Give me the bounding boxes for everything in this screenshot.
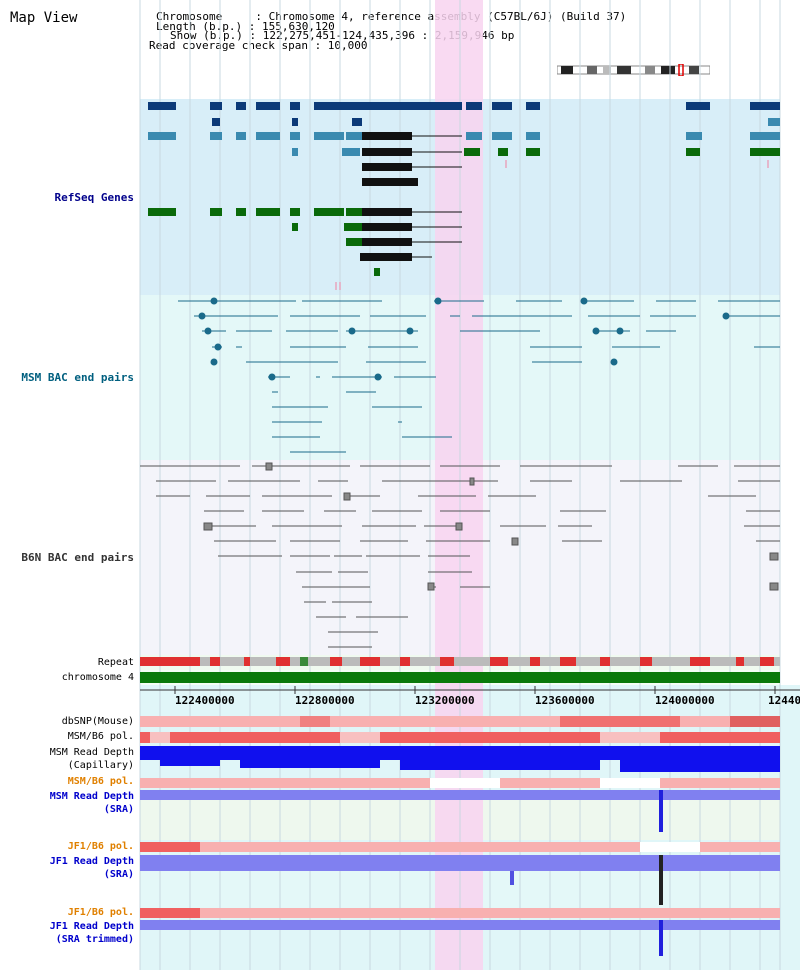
jf1-depth-trim-track[interactable] (140, 920, 780, 930)
grid-lines (139, 0, 781, 970)
axis-tick: 123200000 (415, 694, 475, 707)
jf1-b6-pol-track-2[interactable] (140, 908, 780, 918)
msm-b6-pol-label-1: MSM/B6 pol. (67, 731, 134, 742)
jf1-read-depth-sra-label: JF1 Read Depth (49, 856, 134, 867)
refseq-genes[interactable] (148, 102, 780, 290)
page-title: Map View (10, 10, 78, 26)
chromosome-bar[interactable] (140, 672, 780, 683)
jf1-b6-pol-label-1: JF1/B6 pol. (67, 841, 134, 852)
position-axis (140, 686, 800, 694)
msm-bac-pairs[interactable] (178, 297, 780, 453)
dbsnp-track[interactable] (140, 716, 780, 727)
msm-b6-pol-label-2: MSM/B6 pol. (67, 776, 134, 787)
msm-depth-capillary-track[interactable] (140, 746, 780, 760)
msm-read-depth-cap-label: MSM Read Depth (49, 747, 134, 758)
axis-tick: 122800000 (295, 694, 355, 707)
b6n-bac-pairs[interactable] (140, 462, 780, 648)
axis-tick: 122400000 (175, 694, 235, 707)
repeat-track[interactable] (140, 657, 780, 666)
msm-read-depth-sra-label: MSM Read Depth (49, 791, 134, 802)
jf1-read-depth-trim-sub: (SRA trimmed) (55, 934, 134, 945)
dbsnp-label: dbSNP(Mouse) (61, 716, 134, 727)
jf1-b6-pol-track-1[interactable] (140, 842, 780, 852)
msm-bac-label: MSM BAC end pairs (21, 371, 134, 384)
msm-read-depth-cap-sub: (Capillary) (67, 760, 134, 771)
highlight-region[interactable] (435, 0, 483, 970)
jf1-read-depth-sra-sub: (SRA) (103, 869, 134, 880)
msm-b6-pol-track-1[interactable] (140, 732, 780, 743)
axis-tick: 124000000 (655, 694, 715, 707)
jf1-read-depth-trim-label: JF1 Read Depth (49, 921, 134, 932)
b6n-bac-label: B6N BAC end pairs (21, 551, 134, 564)
jf1-depth-sra-track[interactable] (140, 855, 780, 871)
axis-tick: 12440 (768, 694, 800, 707)
msm-read-depth-sra-sub: (SRA) (103, 804, 134, 815)
refseq-label: RefSeq Genes (54, 191, 134, 204)
read-coverage-info: Read coverage check span : 10,000 (149, 39, 368, 52)
length-info: Length (b.p.) : 155,630,120 (156, 20, 335, 33)
axis-tick: 123600000 (535, 694, 595, 707)
jf1-b6-pol-label-2: JF1/B6 pol. (67, 907, 134, 918)
chromosome-label: chromosome 4 (61, 672, 134, 683)
repeat-label: Repeat (97, 657, 134, 668)
msm-depth-sra-track[interactable] (140, 790, 780, 800)
